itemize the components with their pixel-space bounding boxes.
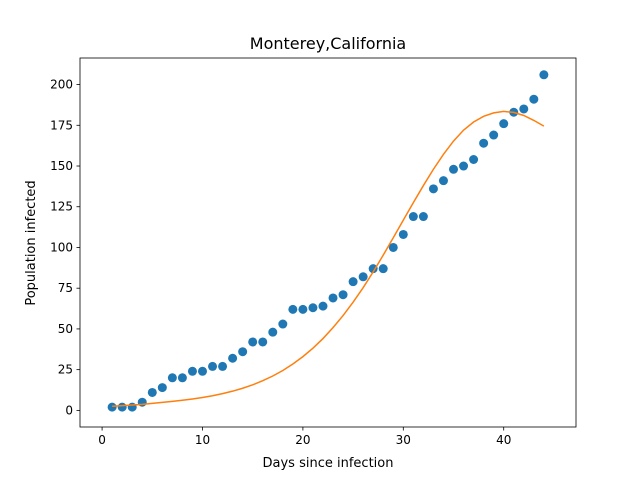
y-tick-label: 0 (65, 403, 73, 417)
x-tick-label: 20 (295, 433, 310, 447)
data-point (318, 301, 328, 311)
data-point (418, 212, 428, 222)
data-point (157, 383, 167, 393)
y-axis-ticks: 0 25 50 75 100 125 150 175 200 (50, 78, 80, 417)
y-tick-label: 75 (58, 281, 73, 295)
data-point (529, 94, 539, 104)
data-point (348, 277, 358, 287)
data-point (308, 303, 318, 313)
series-line (112, 110, 545, 408)
y-tick-label: 50 (58, 322, 73, 336)
data-point (258, 337, 268, 347)
chart-title: Monterey,California (250, 34, 406, 53)
data-point (358, 272, 368, 282)
data-point (268, 327, 278, 337)
data-point (388, 242, 398, 252)
data-point (177, 373, 187, 383)
data-point (218, 361, 228, 371)
data-point (248, 337, 258, 347)
x-tick-label: 40 (496, 433, 511, 447)
data-point (298, 304, 308, 314)
data-point (519, 104, 529, 114)
data-point (137, 397, 147, 407)
data-point (368, 264, 378, 274)
data-point (378, 264, 388, 274)
x-tick-label: 10 (195, 433, 210, 447)
data-point (117, 402, 127, 412)
data-point (328, 293, 338, 303)
data-point (288, 304, 298, 314)
data-point (208, 361, 218, 371)
y-axis-label: Population infected (24, 180, 39, 305)
x-tick-label: 30 (396, 433, 411, 447)
data-point (127, 402, 137, 412)
data-point (449, 164, 459, 174)
data-point (459, 161, 469, 171)
plot-frame (79, 57, 577, 428)
data-point (539, 70, 549, 80)
data-point (338, 290, 348, 300)
data-point (499, 119, 509, 129)
data-point (197, 366, 207, 376)
data-point (187, 366, 197, 376)
data-point (489, 130, 499, 140)
data-point (228, 353, 238, 363)
data-point (238, 347, 248, 357)
plot-area (79, 57, 577, 428)
y-tick-label: 150 (50, 159, 73, 173)
data-point (408, 212, 418, 222)
data-point (479, 138, 489, 148)
data-point (147, 387, 157, 397)
y-tick-label: 125 (50, 200, 73, 214)
data-point (278, 319, 288, 329)
data-point (469, 155, 479, 164)
data-point (438, 176, 448, 186)
y-tick-label: 175 (50, 118, 73, 132)
y-tick-label: 25 (58, 363, 73, 377)
data-point (107, 402, 117, 412)
x-tick-label: 0 (98, 433, 106, 447)
data-point (398, 229, 408, 239)
x-axis-label: Days since infection (263, 456, 394, 471)
y-tick-label: 100 (50, 240, 73, 254)
data-point (428, 184, 438, 194)
data-point (167, 373, 177, 383)
x-axis-ticks: 0 10 20 30 40 (98, 427, 511, 447)
y-tick-label: 200 (50, 78, 73, 92)
